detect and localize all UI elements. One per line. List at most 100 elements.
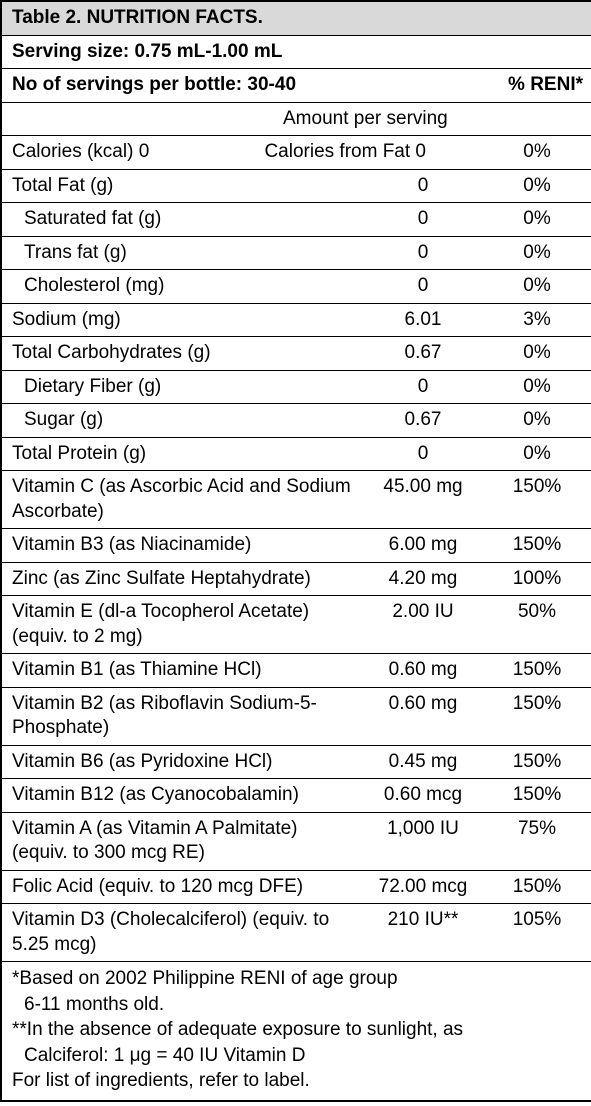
footnote-line: **In the absence of adequate exposure to… [12,1019,464,1040]
nutrient-row: Total Protein (g) 0 0% [1,436,591,471]
amount-text: 0 [417,375,429,397]
amount-text: 0.67 [404,409,442,430]
amount-text: Calories from Fat 0 [264,141,426,162]
nutrient-label: Vitamin E (dl-a Tocopherol Acetate) (equ… [1,595,363,654]
nutrient-reni: 0% [481,235,591,270]
nutrient-reni: 0% [481,336,591,371]
amount-text: 0.60 mcg [383,784,463,805]
nutrient-row: Vitamin B3 (as Niacinamide) 6.00 mg 150% [1,528,591,563]
nutrient-amount: 1,000 IU [363,811,481,871]
nutrient-reni: 0% [481,369,591,404]
nutrient-reni: 150% [481,744,591,779]
nutrient-amount: 72.00 mcg [363,869,481,904]
footnote-line: 6-11 months old. [24,993,165,1015]
nutrient-row: Cholesterol (mg) 0 0% [1,269,591,304]
nutrient-row: Vitamin C (as Ascorbic Acid and Sodium A… [1,470,591,529]
amount-text: 6.01 [404,308,442,330]
amount-text: 6.00 mg [388,534,458,555]
nutrient-label: Folic Acid (equiv. to 120 mcg DFE) [1,869,363,904]
amount-text: 0 [417,241,429,263]
nutrient-row: Folic Acid (equiv. to 120 mcg DFE) 72.00 … [1,869,591,904]
nutrient-reni: 75% [481,811,591,871]
nutrient-row: Sodium (mg) 6.01 3% [1,302,591,337]
nutrient-row: Vitamin A (as Vitamin A Palmitate) (equi… [1,811,591,871]
nutrient-reni: 150% [481,686,591,746]
reni-header: % RENI* [481,68,591,103]
serving-row: Serving size: 0.75 mL-1.00 mL [1,34,591,69]
servings-per-bottle: No of servings per bottle: 30-40 [1,68,481,103]
nutrient-reni: 0% [481,269,591,304]
nutrient-amount: 2.00 IU [363,595,481,654]
amount-text: 1,000 IU [387,817,459,839]
nutrient-amount: 0.45 mg [363,744,481,779]
nutrient-amount: 6.00 mg [363,528,481,563]
nutrient-amount: 0.67 [363,336,481,371]
amount-text: 72.00 mcg [378,875,468,897]
nutrient-label: Vitamin A (as Vitamin A Palmitate) (equi… [1,811,363,871]
nutrient-label: Dietary Fiber (g) [1,369,363,404]
amount-text: 0.60 mg [388,659,458,680]
amount-text: 0 [417,275,429,296]
nutrient-label: Vitamin B1 (as Thiamine HCl) [1,653,363,688]
amount-text: 45.00 mg [383,476,463,497]
nutrient-label: Zinc (as Zinc Sulfate Heptahydrate) [1,561,363,596]
amount-text: 0.67 [404,342,442,363]
nutrient-reni: 0% [481,436,591,471]
nutrient-label: Vitamin B3 (as Niacinamide) [1,528,363,563]
amount-text: 0 [417,442,429,464]
nutrient-amount: 4.20 mg [363,561,481,596]
nutrient-label: Total Carbohydrates (g) [1,336,363,371]
nutrient-reni: 0% [481,403,591,438]
amount-text: 0 [417,174,429,196]
footnote-line: *Based on 2002 Philippine RENI of age gr… [12,968,398,989]
nutrient-row: Vitamin B12 (as Cyanocobalamin) 0.60 mcg 1… [1,778,591,813]
nutrient-label: Trans fat (g) [1,235,363,270]
nutrient-row: Dietary Fiber (g) 0 0% [1,369,591,404]
footnote-row: *Based on 2002 Philippine RENI of age gr… [1,961,591,1101]
nutrient-amount: 0 [363,436,481,471]
nutrient-row: Total Fat (g) 0 0% [1,168,591,203]
nutrient-row: Trans fat (g) 0 0% [1,235,591,270]
nutrient-amount: 0.60 mg [363,653,481,688]
nutrient-amount: 0 [363,168,481,203]
nutrient-label: Vitamin D3 (Cholecalciferol) (equiv. to … [1,903,363,962]
nutrient-amount: 45.00 mg [363,470,481,529]
nutrient-label: Vitamin C (as Ascorbic Acid and Sodium A… [1,470,363,529]
nutrient-row: Saturated fat (g) 0 0% [1,202,591,237]
amount-text: 2.00 IU [392,601,454,622]
amount-text: 0.45 mg [388,750,458,772]
nutrient-amount: 0.60 mg [363,686,481,746]
nutrient-label: Saturated fat (g) [1,202,363,237]
nutrient-amount: 0.60 mcg [363,778,481,813]
nutrient-label: Total Protein (g) [1,436,363,471]
nutrient-label: Vitamin B2 (as Riboflavin Sodium-5-Phosp… [1,686,363,746]
nutrient-amount: 6.01 [363,302,481,337]
nutrient-row: Vitamin B2 (as Riboflavin Sodium-5-Phosp… [1,686,591,746]
nutrient-reni: 105% [481,903,591,962]
nutrient-reni: 150% [481,778,591,813]
nutrient-reni: 0% [481,135,591,170]
nutrient-amount: 210 IU** [363,903,481,962]
nutrient-amount: Calories from Fat 0 [264,135,481,170]
nutrient-reni: 100% [481,561,591,596]
nutrient-label: Total Fat (g) [1,168,363,203]
nutrient-label: Sodium (mg) [1,302,363,337]
nutrient-reni: 0% [481,202,591,237]
footnotes: *Based on 2002 Philippine RENI of age gr… [1,961,591,1101]
amount-header-row: Amount per serving [1,101,591,136]
table-title: Table 2. NUTRITION FACTS. [1,0,591,36]
nutrient-amount: 0 [363,269,481,304]
serving-size: Serving size: 0.75 mL-1.00 mL [1,34,591,69]
nutrient-label: Vitamin B6 (as Pyridoxine HCl) [1,744,363,779]
nutrient-label: Cholesterol (mg) [1,269,363,304]
servings-row: No of servings per bottle: 30-40% RENI* [1,68,591,103]
nutrient-label: Vitamin B12 (as Cyanocobalamin) [1,778,363,813]
nutrient-reni: 150% [481,869,591,904]
nutrient-reni: 150% [481,470,591,529]
nutrient-amount: 0 [363,235,481,270]
nutrient-row: Vitamin B1 (as Thiamine HCl) 0.60 mg 150% [1,653,591,688]
nutrient-row: Sugar (g) 0.67 0% [1,403,591,438]
nutrient-row: Total Carbohydrates (g) 0.67 0% [1,336,591,371]
nutrient-row: Vitamin D3 (Cholecalciferol) (equiv. to … [1,903,591,962]
